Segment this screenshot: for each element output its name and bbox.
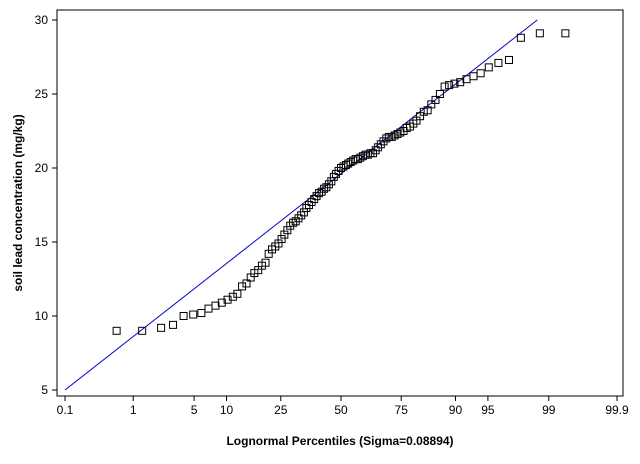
data-point (327, 177, 336, 186)
data-point (238, 282, 247, 291)
x-tick-label: 5 (191, 403, 198, 417)
data-point (280, 230, 289, 239)
data-point (450, 79, 459, 88)
data-point (344, 159, 353, 168)
data-point (469, 72, 478, 81)
fit-line (64, 19, 538, 391)
x-axis-title: Lognormal Percentiles (Sigma=0.08894) (226, 434, 453, 448)
data-point (242, 279, 251, 288)
data-point (341, 161, 350, 170)
data-point (304, 201, 313, 209)
data-point (456, 78, 465, 87)
data-point (339, 162, 348, 171)
x-tick-label: 1 (130, 403, 137, 417)
x-tick-label: 75 (395, 403, 409, 417)
data-point (197, 309, 206, 318)
data-points-layer (112, 29, 570, 335)
data-point (431, 95, 440, 104)
data-point (310, 195, 319, 204)
data-point (138, 326, 147, 335)
data-point (324, 180, 333, 189)
y-tick-label: 25 (35, 87, 49, 101)
data-point (320, 184, 329, 193)
data-point (332, 169, 341, 178)
y-tick-label: 5 (41, 383, 48, 397)
data-point (217, 298, 226, 307)
data-point (390, 131, 399, 140)
y-tick-label: 20 (35, 161, 49, 175)
data-point (223, 295, 232, 304)
data-point (315, 189, 324, 198)
x-tick-label: 99 (542, 403, 556, 417)
data-point (374, 143, 383, 152)
data-point (427, 100, 436, 109)
y-axis-title: soil lead concentration (mg/kg) (11, 114, 25, 291)
data-point (445, 81, 454, 90)
data-point (291, 217, 300, 226)
data-point (286, 221, 295, 230)
x-tick-label: 25 (274, 403, 288, 417)
data-point (112, 326, 121, 335)
data-point (440, 82, 449, 91)
data-point (261, 258, 270, 267)
data-point (307, 198, 316, 207)
fit-line-layer (64, 19, 538, 391)
data-point (535, 29, 544, 38)
data-point (387, 132, 396, 141)
data-point (294, 214, 303, 223)
y-tick-label: 15 (35, 235, 49, 249)
data-point (211, 301, 220, 310)
data-point (329, 172, 338, 181)
x-tick-label: 95 (481, 403, 495, 417)
data-point (337, 164, 345, 172)
x-tick-label: 0.1 (57, 403, 74, 417)
data-point (299, 208, 308, 217)
data-point (393, 129, 402, 138)
data-point (369, 149, 378, 158)
data-point (379, 137, 388, 146)
data-point (371, 146, 380, 155)
data-point (484, 63, 493, 72)
data-point (382, 134, 391, 143)
data-point (204, 304, 213, 313)
data-point (157, 323, 166, 332)
x-tick-label: 99.9 (605, 403, 629, 417)
data-point (302, 203, 311, 212)
data-point (277, 235, 286, 244)
data-point (289, 218, 298, 227)
y-tick-label: 30 (35, 13, 49, 27)
data-point (317, 187, 326, 196)
data-point (297, 211, 306, 220)
data-point (353, 155, 362, 164)
data-point (435, 90, 444, 98)
data-point (322, 183, 331, 192)
data-point (504, 55, 513, 64)
plot-frame (56, 9, 624, 397)
data-point (228, 292, 237, 301)
data-point (363, 150, 372, 159)
y-axis: 5 10 15 20 25 30 (35, 13, 57, 397)
x-axis: 0.1 1 5 10 25 50 75 90 95 99 99.9 (57, 396, 629, 417)
data-point (312, 192, 321, 201)
data-point (334, 166, 343, 175)
x-tick-label: 50 (334, 403, 348, 417)
data-point (169, 320, 178, 329)
data-point (179, 312, 188, 320)
y-tick-label: 10 (35, 309, 49, 323)
x-tick-label: 90 (449, 403, 463, 417)
data-point (233, 289, 242, 298)
data-point (283, 226, 292, 235)
x-tick-label: 10 (220, 403, 234, 417)
data-point (476, 69, 485, 78)
data-point (516, 33, 525, 42)
data-point (376, 140, 385, 149)
data-point (494, 58, 503, 67)
data-point (561, 29, 570, 38)
data-point (189, 310, 198, 319)
